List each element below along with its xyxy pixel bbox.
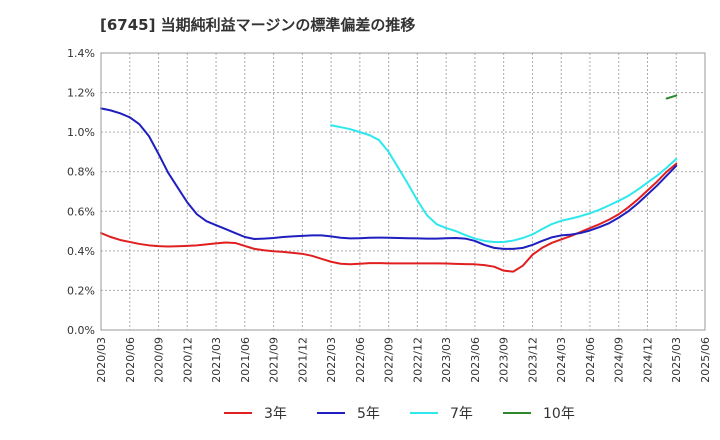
y-tick-label: 1.4%: [67, 47, 95, 60]
legend-label: 5年: [357, 406, 380, 422]
chart-title: [6745] 当期純利益マージンの標準偏差の推移: [100, 16, 415, 34]
series-line-5年: [100, 107, 678, 250]
x-tick-label: 2025/03: [670, 337, 683, 383]
plot-frame: [100, 52, 706, 331]
x-tick-label: 2023/09: [498, 337, 511, 383]
series-line-7年: [330, 124, 678, 243]
x-tick-label: 2021/12: [296, 337, 309, 383]
y-tick-label: 0.2%: [67, 284, 95, 297]
y-tick-label: 0.0%: [67, 324, 95, 337]
x-tick-label: 2024/09: [613, 337, 626, 383]
x-tick-label: 2023/12: [526, 337, 539, 383]
x-tick-label: 2024/12: [641, 337, 654, 383]
x-tick-label: 2021/06: [239, 337, 252, 383]
x-tick-label: 2021/09: [268, 337, 281, 383]
legend-label: 7年: [450, 406, 473, 422]
x-tick-label: 2021/03: [210, 337, 223, 383]
legend-label: 10年: [543, 406, 575, 422]
legend: 3年 5年 7年 10年: [224, 406, 575, 422]
x-tick-label: 2022/03: [325, 337, 338, 383]
x-tick-label: 2022/06: [354, 337, 367, 383]
legend-label: 3年: [264, 406, 287, 422]
x-tick-label: 2020/09: [153, 337, 166, 383]
y-tick-label: 0.6%: [67, 205, 95, 218]
x-tick-label: 2023/03: [440, 337, 453, 383]
x-tick-label: 2024/03: [555, 337, 568, 383]
x-tick-label: 2020/12: [181, 337, 194, 383]
y-tick-label: 0.8%: [67, 166, 95, 179]
x-tick-label: 2020/06: [124, 337, 137, 383]
x-tick-label: 2022/12: [411, 337, 424, 383]
chart-grid: [100, 52, 706, 331]
x-tick-label: 2023/06: [469, 337, 482, 383]
y-tick-label: 1.0%: [67, 126, 95, 139]
x-axis: 2020/03 2020/06 2020/09 2020/12 2021/03 2021/…: [95, 337, 712, 383]
series-line-10年: [665, 94, 678, 100]
y-axis: 0.0% 0.2% 0.4% 0.6% 0.8% 1.0% 1.2% 1.4%: [67, 47, 95, 337]
plot-area: [100, 94, 678, 273]
y-tick-label: 0.4%: [67, 245, 95, 258]
x-tick-label: 2022/09: [383, 337, 396, 383]
x-tick-label: 2024/06: [584, 337, 597, 383]
x-tick-label: 2020/03: [95, 337, 108, 383]
x-tick-label: 2025/06: [699, 337, 712, 383]
y-tick-label: 1.2%: [67, 87, 95, 100]
